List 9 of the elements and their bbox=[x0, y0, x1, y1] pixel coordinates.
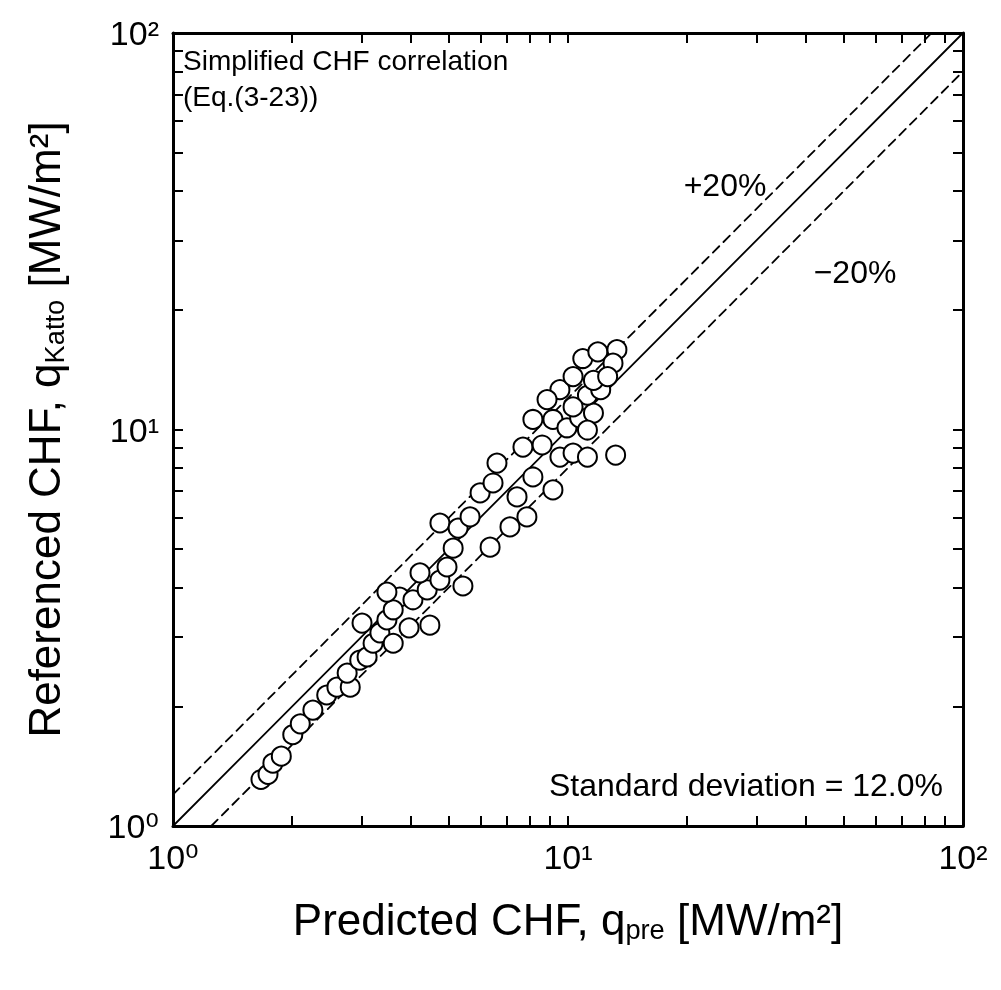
x-tick-label: 10¹ bbox=[543, 838, 593, 876]
y-tick-label: 10¹ bbox=[109, 410, 159, 449]
annotation: Simplified CHF correlation (Eq.(3-23)) bbox=[183, 44, 509, 113]
annotation: Standard deviation = 12.0% bbox=[548, 767, 943, 804]
y-axis-title: Referenced CHF, qKatto [MW/m²] bbox=[20, 121, 70, 738]
y-tick-label: 10² bbox=[109, 14, 159, 52]
annotation: +20% bbox=[683, 167, 767, 203]
annotation: −20% bbox=[813, 254, 897, 290]
x-tick-label: 10² bbox=[938, 838, 988, 876]
